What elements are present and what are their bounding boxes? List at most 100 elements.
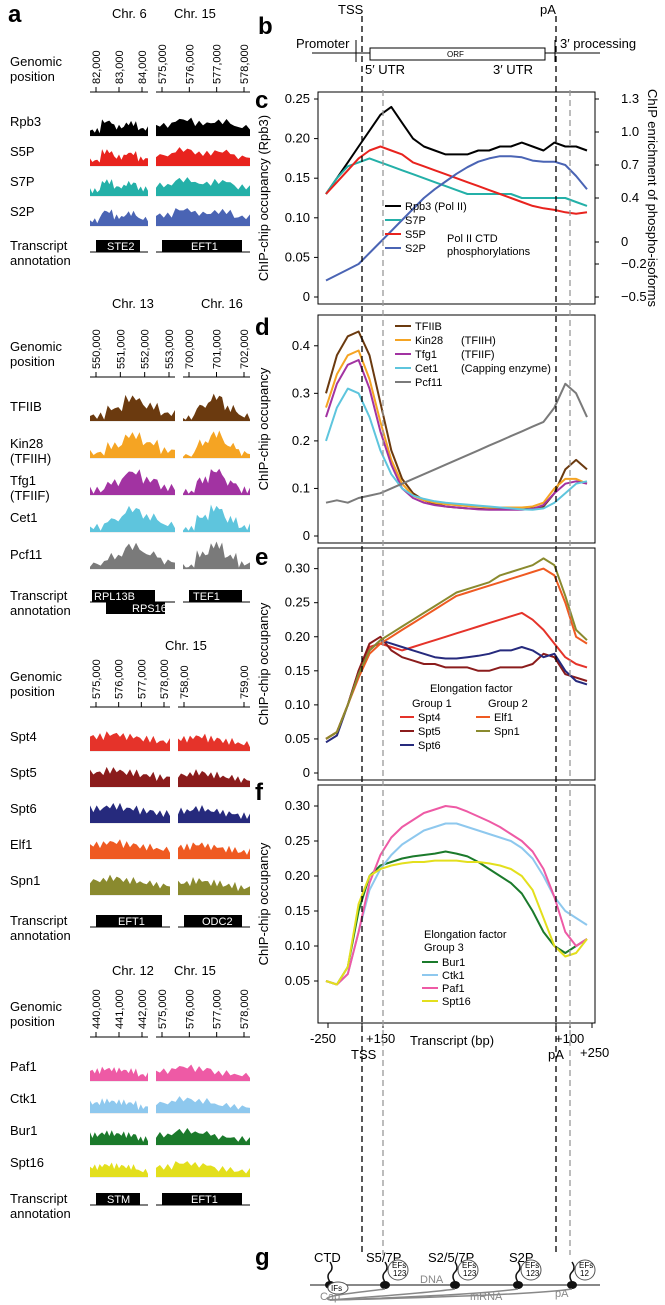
- series-line: [325, 805, 588, 986]
- legend-label: S5P: [405, 229, 426, 241]
- ctd-tail: [382, 1261, 388, 1283]
- coverage-track: [178, 877, 250, 895]
- legend-label: Spt4: [418, 712, 441, 724]
- y-tick-label: 0.20: [285, 868, 310, 883]
- ctd-tail: [452, 1261, 458, 1283]
- ef-label: 123: [463, 1269, 477, 1278]
- y-tick-label: 0.25: [285, 833, 310, 848]
- tss-label: TSS: [338, 2, 364, 17]
- coverage-track: [90, 179, 148, 196]
- x-tick-label: +250: [580, 1045, 609, 1060]
- y-axis-label: ChIP-chip occupancy: [256, 367, 271, 490]
- coverage-track: [90, 731, 170, 751]
- series-line: [325, 349, 588, 509]
- track-label: Spn1: [10, 873, 40, 888]
- ef-label: 123: [526, 1269, 540, 1278]
- y-right-tick-label: −0.5: [621, 289, 647, 304]
- panel-label-e: e: [255, 544, 268, 571]
- legend-label: Spn1: [494, 726, 520, 738]
- cap-label: Cap: [320, 1291, 340, 1303]
- coverage-track: [90, 1066, 148, 1081]
- coverage-track: [90, 505, 175, 532]
- gene-label: EFT1: [191, 1194, 218, 1206]
- y-tick-label: 0.30: [285, 798, 310, 813]
- y-tick-label: 0.20: [285, 131, 310, 146]
- y-tick-label: 0.20: [285, 629, 310, 644]
- y-axis-label: ChIP-chip occupancy: [256, 602, 271, 725]
- genomic-tick-label: 577,000: [136, 659, 148, 699]
- track-label: Elf1: [10, 837, 32, 852]
- genomic-tick-label: 553,000: [164, 329, 176, 369]
- y-tick-label: 0.3: [292, 385, 310, 400]
- series-line: [325, 567, 588, 740]
- panel-a-tracks: Chr. 6 Chr. 15 Genomic position 82,000 83,000…: [10, 6, 251, 1221]
- coverage-track: [90, 874, 170, 895]
- series-line: [325, 822, 588, 986]
- genomic-position-label: Genomic position: [10, 669, 63, 699]
- panel-label-b: b: [258, 13, 273, 40]
- y-tick-label: 0: [303, 289, 310, 304]
- genomic-tick-label: 578,000: [239, 989, 251, 1029]
- genomic-tick-label: 702,000: [239, 329, 251, 369]
- polymerase: [513, 1281, 523, 1289]
- legend-label: Rpb3 (Pol II): [405, 201, 467, 213]
- coverage-track: [183, 541, 250, 569]
- elongation-factors: [574, 1259, 596, 1281]
- coverage-track: [156, 117, 250, 136]
- coverage-track: [90, 149, 148, 166]
- coverage-track: [90, 432, 175, 458]
- ef-label: 123: [393, 1269, 407, 1278]
- elongation-factors: [520, 1259, 542, 1281]
- dna-label: DNA: [420, 1274, 444, 1286]
- series-line: [325, 155, 588, 282]
- orf-label: ORF: [447, 50, 464, 59]
- series-line: [325, 330, 588, 511]
- transcript-annotation-label: Transcript annotation: [10, 913, 71, 943]
- legend-label: Spt6: [418, 740, 441, 752]
- y-tick-label: 0.15: [285, 903, 310, 918]
- legend-label: Cet1: [415, 363, 438, 375]
- legend-label: S7P: [405, 215, 426, 227]
- initiation-factors: [327, 1281, 349, 1295]
- y-right-axis-label: ChIP enrichment of phospho-isoforms: [645, 89, 660, 307]
- legend-label: Pcf11: [415, 377, 442, 389]
- legend-note: (TFIIF): [461, 349, 495, 361]
- gene-label: RPL13B: [94, 591, 135, 603]
- gene-label: RPS16A: [132, 603, 175, 615]
- legend-label: Elf1: [494, 712, 513, 724]
- legend-group-label: Group 2: [488, 698, 528, 710]
- genomic-position-label: Genomic position: [10, 999, 63, 1029]
- polymerase: [450, 1281, 460, 1289]
- x-tick-label: +150: [366, 1031, 395, 1046]
- chart-d: 0 0.1 0.2 0.3 0.4 ChIP-chip occupancy TFIIB Kin…: [256, 314, 596, 544]
- coverage-track: [156, 177, 250, 196]
- utr3-label: 3′ UTR: [493, 62, 533, 77]
- legend-note: (Capping enzyme): [461, 363, 551, 375]
- panel-label-g: g: [255, 1244, 270, 1271]
- y-axis-label: ChIP-chip occupancy (Rpb3): [256, 115, 271, 281]
- genomic-tick-label: 551,000: [115, 329, 127, 369]
- track-label: Rpb3: [10, 114, 41, 129]
- polymerase: [380, 1281, 390, 1289]
- legend-group-label: Group 1: [412, 698, 452, 710]
- panel-label-d: d: [255, 314, 270, 341]
- legend-label: S2P: [405, 243, 426, 255]
- track-label: Spt6: [10, 801, 37, 816]
- y-right-tick-label: −0.2: [621, 256, 647, 271]
- x-marker-label: pA: [548, 1047, 564, 1062]
- genomic-tick-label: 83,000: [114, 50, 126, 84]
- series-line: [325, 635, 588, 740]
- genomic-tick-label: 575,000: [157, 989, 169, 1029]
- genomic-tick-label: 575,000: [91, 659, 103, 699]
- legend-label: Kin28: [415, 335, 443, 347]
- genomic-tick-label: 576,000: [114, 659, 126, 699]
- gene-label: EFT1: [191, 241, 218, 253]
- track-label: S7P: [10, 174, 35, 189]
- series-line: [325, 387, 588, 511]
- coverage-track: [183, 393, 250, 421]
- track-label: Cet1: [10, 510, 37, 525]
- mrna-strand: [329, 1288, 573, 1301]
- ef-label: EFs: [392, 1261, 406, 1270]
- genomic-tick-label: 576,000: [184, 44, 196, 84]
- y-tick-label: 0.30: [285, 561, 310, 576]
